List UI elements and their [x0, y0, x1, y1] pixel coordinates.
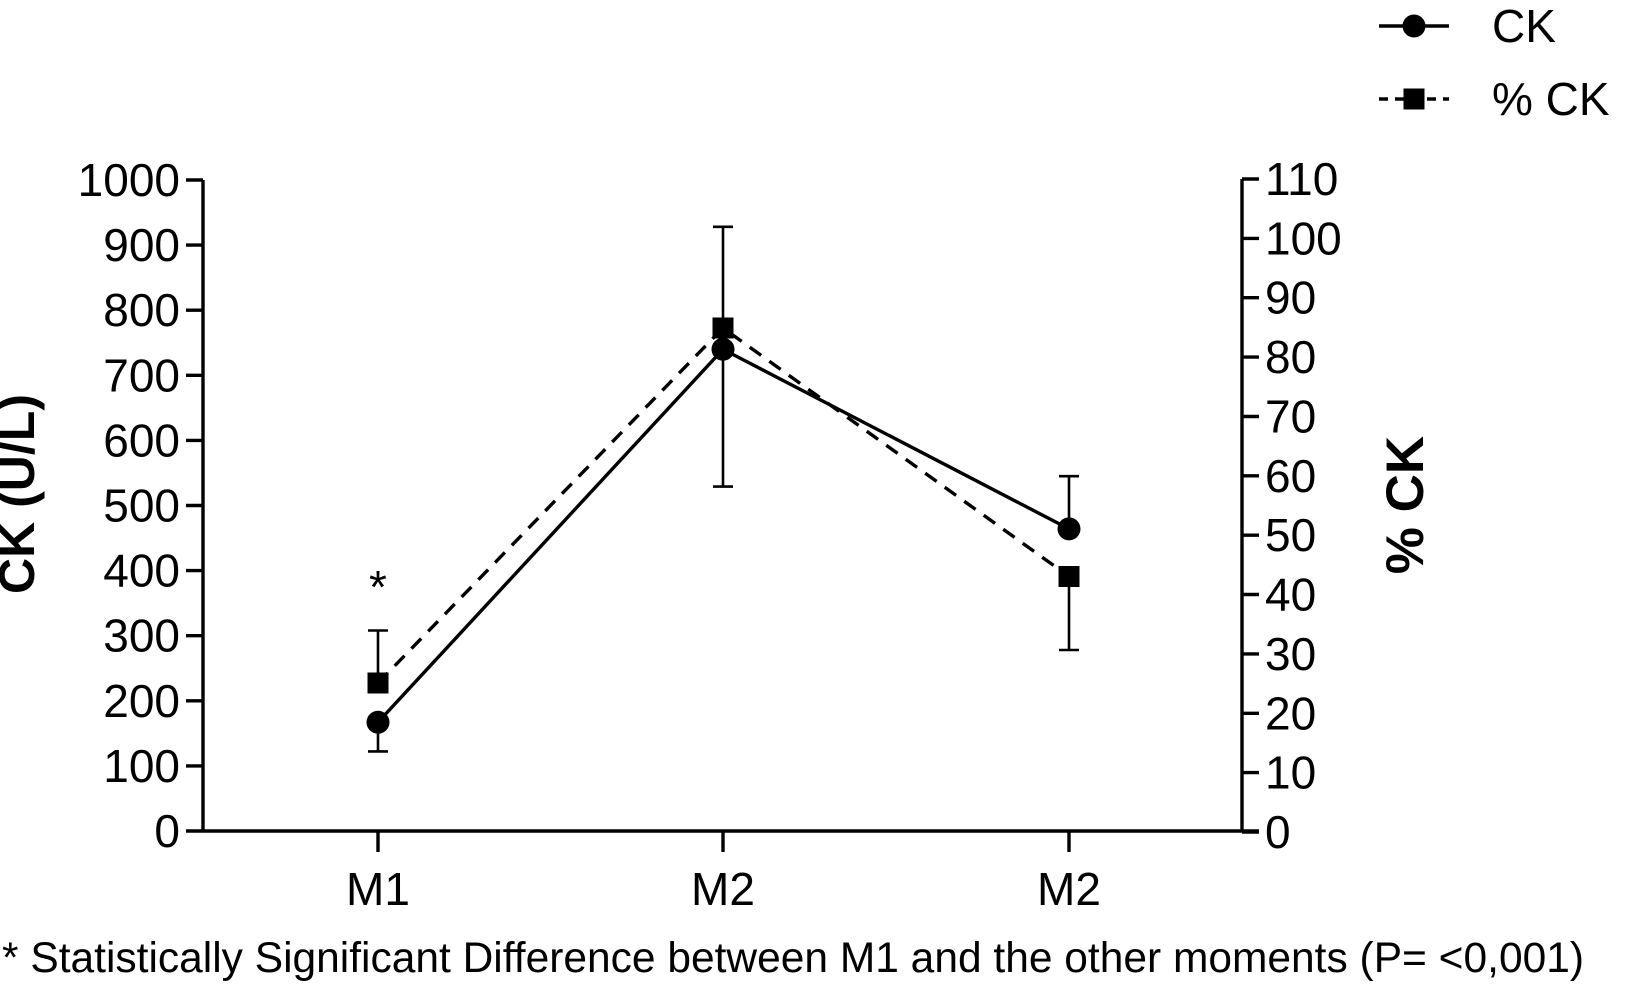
svg-text:70: 70: [1265, 391, 1316, 443]
svg-text:CK (U/L): CK (U/L): [0, 394, 45, 594]
svg-text:80: 80: [1265, 331, 1316, 383]
svg-text:40: 40: [1265, 569, 1316, 621]
svg-text:20: 20: [1265, 687, 1316, 739]
svg-text:M2: M2: [691, 863, 755, 915]
svg-text:100: 100: [103, 740, 180, 792]
svg-text:100: 100: [1265, 212, 1342, 264]
svg-text:110: 110: [1265, 153, 1338, 205]
svg-text:*: *: [369, 561, 387, 613]
svg-text:0: 0: [154, 805, 180, 857]
svg-text:50: 50: [1265, 509, 1316, 561]
svg-text:0: 0: [1265, 806, 1291, 858]
svg-text:CK: CK: [1492, 0, 1556, 52]
svg-text:600: 600: [103, 414, 180, 466]
svg-text:10: 10: [1265, 747, 1316, 799]
svg-text:300: 300: [103, 610, 180, 662]
svg-text:500: 500: [103, 480, 180, 532]
svg-text:200: 200: [103, 675, 180, 727]
svg-text:1000: 1000: [78, 154, 180, 206]
svg-text:% CK: % CK: [1492, 73, 1610, 125]
svg-text:* Statistically Significant Di: * Statistically Significant Difference b…: [2, 935, 1584, 982]
svg-text:M1: M1: [346, 863, 410, 915]
svg-text:90: 90: [1265, 272, 1316, 324]
svg-text:400: 400: [103, 545, 180, 597]
svg-text:30: 30: [1265, 628, 1316, 680]
svg-text:% CK: % CK: [1376, 436, 1435, 574]
svg-text:700: 700: [103, 349, 180, 401]
svg-text:M2: M2: [1037, 863, 1101, 915]
svg-text:900: 900: [103, 219, 180, 271]
svg-text:800: 800: [103, 284, 180, 336]
svg-text:60: 60: [1265, 450, 1316, 502]
